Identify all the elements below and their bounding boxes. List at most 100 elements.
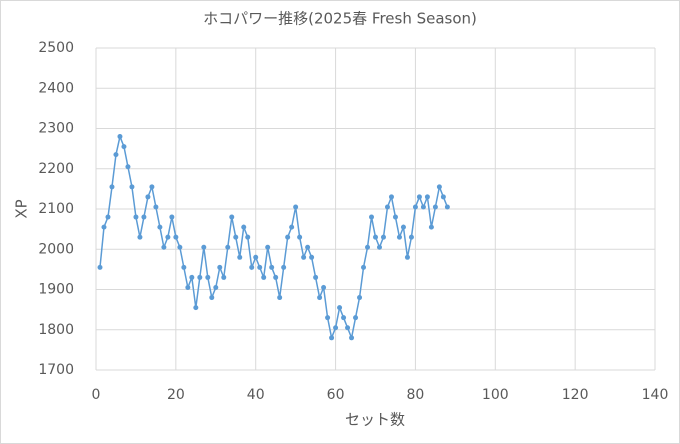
data-point xyxy=(325,315,331,321)
data-point xyxy=(225,244,231,250)
data-point xyxy=(273,274,279,280)
y-tick-label: 2200 xyxy=(38,161,74,177)
data-point xyxy=(349,335,355,341)
data-point xyxy=(113,152,119,158)
y-tick-label: 2300 xyxy=(38,121,74,137)
data-point xyxy=(297,234,303,240)
data-point xyxy=(177,244,183,250)
data-point xyxy=(293,204,299,210)
data-point xyxy=(221,274,227,280)
data-point xyxy=(193,305,199,311)
x-tick-label: 120 xyxy=(562,387,589,403)
data-point xyxy=(197,274,203,280)
data-point xyxy=(365,244,371,250)
data-point xyxy=(157,224,163,230)
data-point xyxy=(133,214,139,220)
data-point xyxy=(165,234,171,240)
data-point xyxy=(301,254,307,260)
data-point xyxy=(129,184,135,190)
data-point xyxy=(388,194,394,200)
data-point xyxy=(185,284,191,290)
data-point xyxy=(380,234,386,240)
data-point xyxy=(269,264,275,270)
data-point xyxy=(416,194,422,200)
y-tick-label: 1900 xyxy=(38,282,74,298)
x-tick-label: 0 xyxy=(92,387,101,403)
y-tick-label: 1800 xyxy=(38,322,74,338)
y-tick-label: 2000 xyxy=(38,241,74,257)
data-point xyxy=(237,254,243,260)
y-tick-label: 1700 xyxy=(38,362,74,378)
data-point xyxy=(277,295,283,301)
data-point xyxy=(101,224,107,230)
data-point xyxy=(161,244,167,250)
data-point xyxy=(420,204,426,210)
data-point xyxy=(121,144,127,150)
y-tick-label: 2100 xyxy=(38,201,74,217)
data-point xyxy=(105,214,111,220)
chart-title: ホコパワー推移(2025春 Fresh Season) xyxy=(203,10,477,28)
data-point xyxy=(109,184,115,190)
data-point xyxy=(257,264,263,270)
data-point xyxy=(189,274,195,280)
data-point xyxy=(361,264,367,270)
data-point xyxy=(205,274,211,280)
y-tick-label: 2500 xyxy=(38,40,74,56)
data-point xyxy=(209,295,215,301)
x-tick-label: 40 xyxy=(247,387,265,403)
x-tick-label: 140 xyxy=(642,387,669,403)
x-tick-label: 80 xyxy=(407,387,425,403)
x-tick-label: 60 xyxy=(327,387,345,403)
data-point xyxy=(317,295,323,301)
data-point xyxy=(285,234,291,240)
data-point xyxy=(373,234,378,240)
data-point xyxy=(181,264,187,270)
data-point xyxy=(392,214,398,220)
data-point xyxy=(408,234,414,240)
data-point xyxy=(440,194,446,200)
data-point xyxy=(149,184,155,190)
data-point xyxy=(333,325,339,331)
data-point xyxy=(341,315,347,321)
data-point xyxy=(412,204,418,210)
data-point xyxy=(321,284,327,290)
data-point xyxy=(369,214,375,220)
data-point xyxy=(233,234,239,240)
data-point xyxy=(117,134,123,140)
data-point xyxy=(329,335,335,341)
data-point xyxy=(436,184,442,190)
data-point xyxy=(432,204,438,210)
data-point xyxy=(345,325,351,331)
data-point xyxy=(217,264,223,270)
data-point xyxy=(289,224,295,230)
data-point xyxy=(125,164,131,170)
data-point xyxy=(249,264,255,270)
data-point xyxy=(145,194,151,200)
data-point xyxy=(213,284,219,290)
data-point xyxy=(444,204,450,210)
data-point xyxy=(424,194,430,200)
data-point xyxy=(253,254,259,260)
data-point xyxy=(357,295,363,301)
data-point xyxy=(173,234,179,240)
data-point xyxy=(384,204,390,210)
data-point xyxy=(305,244,311,250)
data-point xyxy=(229,214,235,220)
series-line xyxy=(99,133,449,341)
x-tick-label: 100 xyxy=(482,387,509,403)
y-axis-label: XP xyxy=(13,199,31,218)
data-point xyxy=(141,214,147,220)
data-point xyxy=(428,224,434,230)
data-point xyxy=(281,264,287,270)
data-point xyxy=(313,274,319,280)
data-point xyxy=(265,244,271,250)
x-axis-label: セット数 xyxy=(345,411,405,429)
data-point xyxy=(169,214,175,220)
data-point xyxy=(241,224,247,230)
y-tick-label: 2400 xyxy=(38,80,74,96)
data-point xyxy=(201,244,207,250)
data-point xyxy=(153,204,159,210)
data-point xyxy=(404,254,410,260)
